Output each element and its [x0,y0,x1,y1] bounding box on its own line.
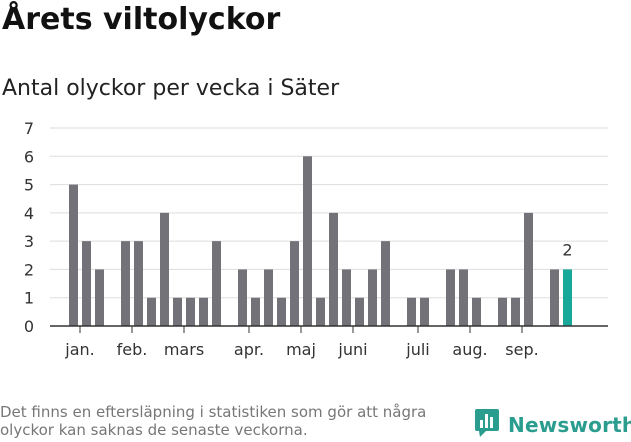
bar [264,269,273,326]
bar [82,241,91,326]
x-tick-label: maj [286,340,316,359]
bar [524,212,533,326]
bar [355,297,364,326]
data-label-current-week: 2 [562,240,572,259]
y-tick-label: 1 [24,289,34,308]
bar [290,241,299,326]
chart-subtitle: Antal olyckor per vecka i Säter [2,76,340,101]
bar [459,269,468,326]
bar [420,297,429,326]
brand-name: Newsworthy [508,413,631,437]
y-tick-label: 4 [24,204,34,223]
bar [277,297,286,326]
bar [316,297,325,326]
bar [550,269,559,326]
data-labels: 2 [562,240,572,259]
y-tick-label: 7 [24,119,34,138]
y-tick-label: 0 [24,317,34,336]
bar [212,241,221,326]
x-tick-label: aug. [452,340,487,359]
bar [160,212,169,326]
footnote: Det finns en eftersläpning i statistiken… [0,403,427,439]
bar [251,297,260,326]
bar [95,269,104,326]
bar [69,184,78,326]
bar [511,297,520,326]
y-tick-label: 3 [24,232,34,251]
bar [186,297,195,326]
bar [238,269,247,326]
x-tick-label: sep. [505,340,538,359]
bar [199,297,208,326]
bar [342,269,351,326]
x-tick-label: apr. [234,340,264,359]
bar [472,297,481,326]
bars [69,156,572,326]
x-tick-label: mars [164,340,204,359]
bar [134,241,143,326]
bar-current-week [563,269,572,326]
bar [303,156,312,326]
bar [407,297,416,326]
bar [446,269,455,326]
bar [147,297,156,326]
y-tick-label: 6 [24,147,34,166]
y-axis-ticks: 0 1 2 3 4 5 6 7 [24,119,34,336]
x-tick-label: juli [405,340,429,359]
brand[interactable]: Newsworthy [474,408,631,442]
bar [498,297,507,326]
bar [381,241,390,326]
x-tick-label: feb. [117,340,148,359]
bar [173,297,182,326]
bar-chart: 0 1 2 3 4 5 6 7 jan. feb. mars apr. maj juni juli aug.… [24,119,608,359]
y-tick-label: 2 [24,260,34,279]
y-tick-label: 5 [24,176,34,195]
page-title: Årets viltolyckor [2,2,281,37]
x-tick-label: juni [337,340,367,359]
x-tick-label: jan. [64,340,94,359]
newsworthy-logo-icon [474,408,500,442]
x-axis-ticks: jan. feb. mars apr. maj juni juli aug. sep. [64,326,539,359]
bar [121,241,130,326]
bar [329,212,338,326]
bar [368,269,377,326]
